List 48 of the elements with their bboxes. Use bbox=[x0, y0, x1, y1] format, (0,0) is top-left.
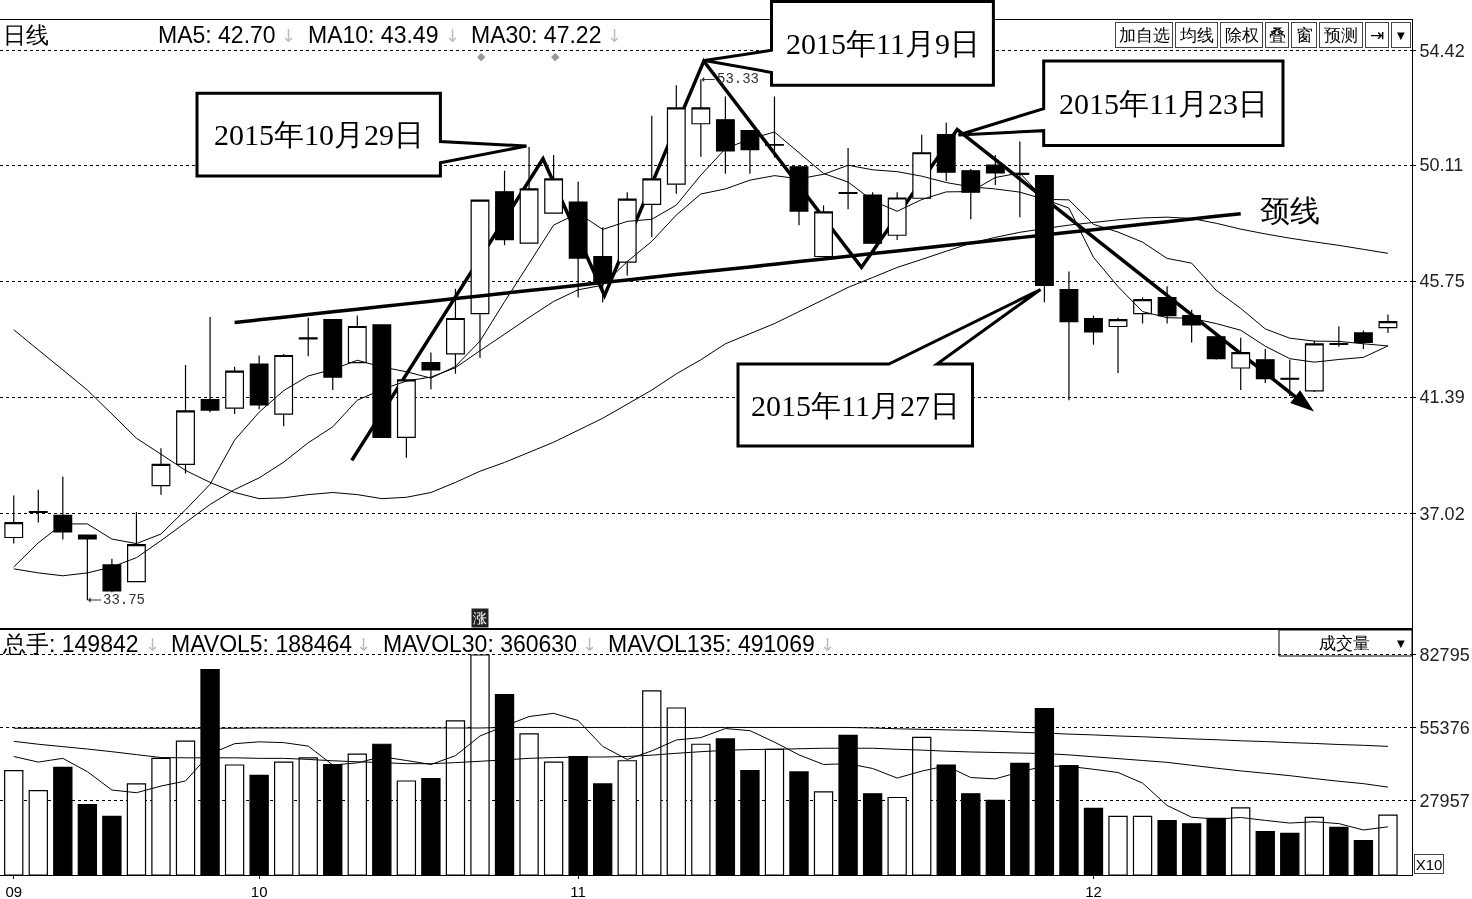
annotation: 涨 bbox=[473, 610, 487, 626]
annotation: ↓ bbox=[607, 25, 623, 46]
y-tick-label: 45.75 bbox=[1419, 271, 1465, 292]
annotation: 预测 bbox=[1324, 25, 1358, 45]
y-tick-label: 41.39 bbox=[1419, 387, 1465, 408]
annotation: MA5: 42.70 bbox=[158, 22, 276, 48]
y-tick-label: 37.02 bbox=[1419, 503, 1465, 524]
annotation: MA30: 47.22 bbox=[471, 22, 602, 48]
annotation: 2015年11月23日 bbox=[1059, 87, 1268, 120]
annotation: 成交量 bbox=[1319, 634, 1370, 653]
annotation: 加自选 bbox=[1118, 25, 1170, 45]
annotation: MAVOL5: 188464 bbox=[171, 631, 353, 657]
annotation: ↓ bbox=[582, 634, 598, 655]
annotation: 33.75 bbox=[103, 592, 146, 608]
y-tick-label: 55376 bbox=[1419, 717, 1470, 738]
annotation: 颈线 bbox=[1260, 194, 1320, 227]
annotation: ▼ bbox=[1397, 638, 1405, 649]
annotation: ↓ bbox=[356, 634, 372, 655]
y-tick-label: 54.42 bbox=[1419, 40, 1465, 61]
text: X10 bbox=[1415, 855, 1443, 873]
annotation: MA10: 43.49 bbox=[308, 22, 439, 48]
annotation: ▼ bbox=[1397, 29, 1405, 41]
annotation: ⇥ bbox=[1369, 25, 1385, 45]
y-tick-label: 50.11 bbox=[1419, 155, 1464, 176]
annotation: ↓ bbox=[145, 634, 161, 655]
y-tick-label: 82795 bbox=[1419, 644, 1470, 665]
annotation: 叠 bbox=[1268, 25, 1286, 45]
annotation: ◆ bbox=[551, 50, 560, 63]
annotation: ↓ bbox=[281, 25, 297, 46]
annotation: 2015年11月9日 bbox=[786, 27, 980, 60]
annotation: 窗 bbox=[1295, 25, 1313, 45]
x-tick-label: 11 bbox=[570, 883, 586, 899]
x-tick-label: 09 bbox=[5, 883, 23, 899]
annotation: ↓ bbox=[820, 634, 836, 655]
annotation: 总手: 149842 bbox=[2, 631, 139, 657]
annotation: MAVOL30: 360630 bbox=[383, 631, 577, 657]
annotation: ↓ bbox=[445, 25, 461, 46]
annotation: ◆ bbox=[477, 50, 486, 63]
x-tick-label: 12 bbox=[1085, 883, 1102, 899]
y-tick-label: 27957 bbox=[1419, 790, 1470, 811]
annotation: 53.33 bbox=[717, 71, 760, 87]
annotation: 2015年11月27日 bbox=[751, 389, 960, 422]
annotation: 日线 bbox=[3, 22, 49, 48]
annotation: 除权 bbox=[1224, 25, 1259, 45]
annotation: 均线 bbox=[1179, 25, 1214, 45]
x-tick-label: 10 bbox=[250, 883, 268, 899]
annotation: MAVOL135: 491069 bbox=[608, 631, 815, 657]
annotation: 2015年10月29日 bbox=[214, 118, 424, 151]
